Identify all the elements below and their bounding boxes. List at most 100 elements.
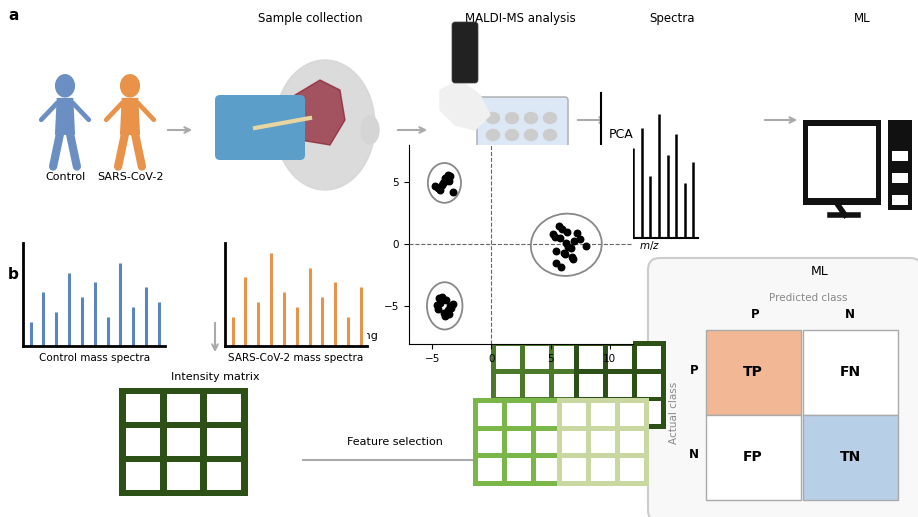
- FancyBboxPatch shape: [621, 458, 644, 481]
- Point: [557, 250, 572, 258]
- Point: [439, 296, 453, 305]
- FancyBboxPatch shape: [536, 431, 560, 453]
- FancyBboxPatch shape: [127, 428, 160, 456]
- Point: [564, 244, 578, 252]
- Ellipse shape: [524, 113, 538, 124]
- Text: b: b: [8, 267, 19, 282]
- Point: [427, 181, 442, 190]
- Ellipse shape: [487, 113, 499, 124]
- Point: [573, 235, 588, 244]
- Ellipse shape: [543, 113, 556, 124]
- FancyBboxPatch shape: [507, 458, 531, 481]
- Text: Predicted class: Predicted class: [768, 293, 847, 303]
- FancyBboxPatch shape: [127, 394, 160, 422]
- Text: P: P: [689, 363, 699, 376]
- Ellipse shape: [275, 60, 375, 190]
- Polygon shape: [440, 80, 490, 130]
- Point: [558, 239, 573, 247]
- FancyBboxPatch shape: [525, 346, 549, 369]
- Polygon shape: [56, 99, 74, 134]
- Point: [560, 227, 575, 236]
- FancyBboxPatch shape: [591, 431, 615, 453]
- FancyBboxPatch shape: [591, 403, 615, 426]
- FancyBboxPatch shape: [706, 415, 801, 500]
- Ellipse shape: [120, 75, 140, 97]
- FancyBboxPatch shape: [892, 173, 908, 183]
- Text: PCA: PCA: [609, 128, 633, 141]
- Point: [565, 255, 580, 263]
- FancyBboxPatch shape: [579, 401, 603, 424]
- FancyBboxPatch shape: [562, 403, 587, 426]
- Ellipse shape: [543, 129, 556, 141]
- Text: TP: TP: [743, 365, 763, 379]
- FancyBboxPatch shape: [478, 403, 502, 426]
- FancyBboxPatch shape: [706, 330, 801, 415]
- FancyBboxPatch shape: [892, 195, 908, 205]
- Ellipse shape: [361, 116, 379, 144]
- Ellipse shape: [543, 180, 556, 191]
- Text: Control: Control: [45, 172, 85, 182]
- Point: [552, 221, 566, 230]
- Ellipse shape: [56, 75, 74, 97]
- Text: ML: ML: [812, 265, 829, 278]
- Point: [569, 229, 584, 237]
- Point: [565, 253, 579, 261]
- Point: [442, 172, 457, 180]
- FancyBboxPatch shape: [888, 120, 912, 210]
- X-axis label: $m/z$: $m/z$: [639, 239, 660, 252]
- FancyBboxPatch shape: [608, 401, 632, 424]
- FancyBboxPatch shape: [491, 341, 583, 429]
- Point: [439, 175, 453, 184]
- FancyBboxPatch shape: [167, 394, 200, 422]
- FancyBboxPatch shape: [167, 462, 200, 490]
- FancyBboxPatch shape: [562, 458, 587, 481]
- Text: MALDI-MS analysis: MALDI-MS analysis: [465, 12, 576, 25]
- Text: ML: ML: [854, 12, 870, 25]
- FancyBboxPatch shape: [207, 394, 241, 422]
- FancyBboxPatch shape: [608, 346, 632, 369]
- FancyBboxPatch shape: [608, 374, 632, 397]
- Text: Sample collection: Sample collection: [258, 12, 363, 25]
- Point: [442, 310, 456, 318]
- Point: [446, 188, 461, 196]
- FancyBboxPatch shape: [207, 462, 241, 490]
- FancyBboxPatch shape: [497, 346, 521, 369]
- FancyBboxPatch shape: [637, 401, 661, 424]
- Point: [438, 174, 453, 183]
- Point: [434, 293, 449, 301]
- Ellipse shape: [543, 163, 556, 175]
- Point: [441, 171, 455, 179]
- Ellipse shape: [506, 180, 519, 191]
- Ellipse shape: [506, 129, 519, 141]
- Point: [433, 186, 448, 194]
- Point: [438, 312, 453, 321]
- Point: [545, 230, 560, 238]
- Point: [433, 299, 448, 307]
- Ellipse shape: [506, 113, 519, 124]
- FancyBboxPatch shape: [473, 398, 565, 486]
- FancyBboxPatch shape: [497, 401, 521, 424]
- Text: SARS-CoV-2: SARS-CoV-2: [96, 172, 163, 182]
- Ellipse shape: [506, 163, 519, 175]
- Point: [442, 302, 457, 311]
- FancyBboxPatch shape: [536, 403, 560, 426]
- FancyBboxPatch shape: [591, 458, 615, 481]
- Ellipse shape: [524, 129, 538, 141]
- FancyBboxPatch shape: [803, 415, 898, 500]
- Text: P: P: [751, 308, 759, 321]
- FancyBboxPatch shape: [119, 388, 248, 496]
- Point: [435, 295, 450, 303]
- FancyBboxPatch shape: [579, 346, 603, 369]
- Point: [548, 233, 563, 241]
- FancyBboxPatch shape: [579, 374, 603, 397]
- FancyBboxPatch shape: [478, 431, 502, 453]
- Point: [435, 179, 450, 188]
- Text: Spectra: Spectra: [649, 12, 695, 25]
- Point: [561, 242, 576, 251]
- Point: [554, 263, 568, 271]
- FancyBboxPatch shape: [562, 431, 587, 453]
- FancyBboxPatch shape: [637, 374, 661, 397]
- Point: [430, 301, 444, 309]
- FancyBboxPatch shape: [803, 120, 881, 205]
- FancyBboxPatch shape: [574, 341, 666, 429]
